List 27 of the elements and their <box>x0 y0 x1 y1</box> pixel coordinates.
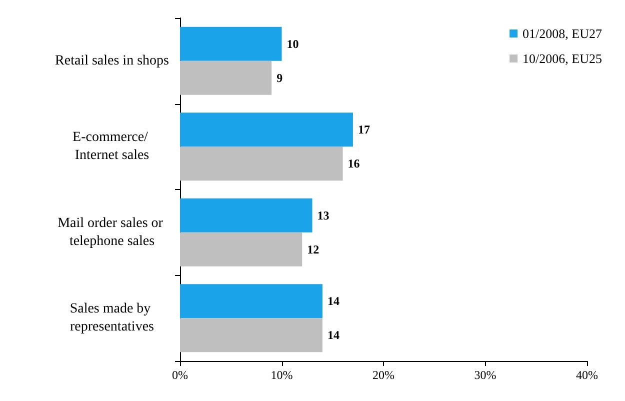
y-tick-label: Sales made by representatives <box>70 302 154 335</box>
x-tick-label: 30% <box>474 368 496 382</box>
x-tick-label: 0% <box>172 368 188 382</box>
bar <box>180 232 302 266</box>
bar <box>180 26 282 61</box>
data-label: 17 <box>358 122 370 137</box>
legend-label: 10/2006, EU25 <box>522 51 602 66</box>
data-label: 10 <box>286 36 299 51</box>
bar <box>180 284 322 318</box>
bar <box>180 146 343 181</box>
y-tick-label: E-commerce/ Internet sales <box>72 130 152 164</box>
bar <box>180 318 322 352</box>
bar <box>180 198 312 232</box>
legend-label: 01/2008, EU27 <box>522 26 602 41</box>
bar <box>180 112 353 147</box>
data-label: 14 <box>327 294 340 308</box>
data-label: 9 <box>276 70 283 85</box>
x-tick-label: 40% <box>576 368 598 382</box>
y-tick-label: Mail order sales or telephone sales <box>58 216 166 249</box>
data-label: 12 <box>307 242 320 256</box>
y-tick-label: Retail sales in shops <box>55 53 169 68</box>
data-label: 13 <box>317 208 330 222</box>
bar <box>180 60 272 95</box>
data-label: 14 <box>327 328 340 342</box>
x-tick-label: 10% <box>270 368 293 382</box>
x-tick-label: 20% <box>372 368 394 382</box>
data-label: 16 <box>348 156 360 171</box>
